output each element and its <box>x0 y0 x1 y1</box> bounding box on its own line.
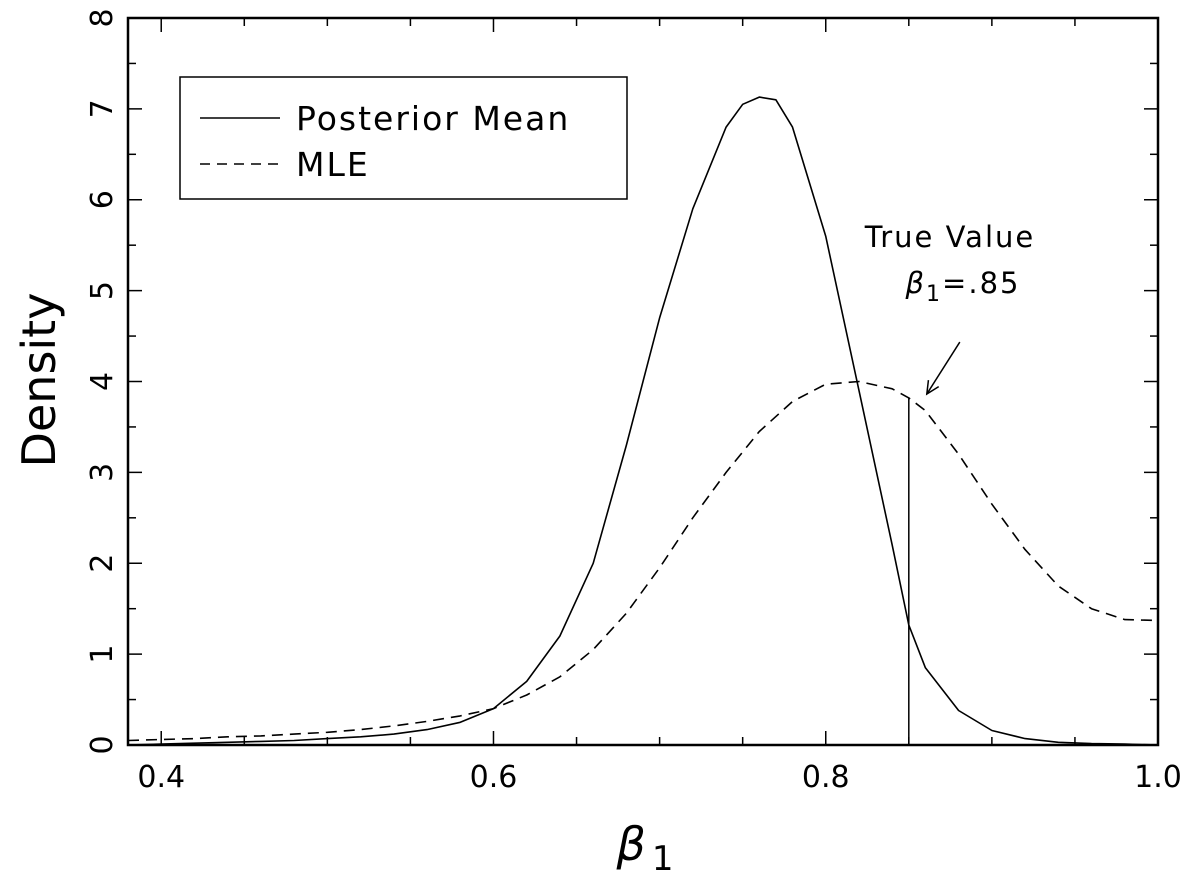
series-line-posterior-mean <box>127 96 1159 746</box>
annotation-beta-equals: =.85 <box>942 266 1020 300</box>
annotation-true-value: True Value <box>864 220 1035 254</box>
legend-box <box>179 76 628 200</box>
x-axis-symbol: β <box>616 817 646 871</box>
x-tick-label: 1.0 <box>1134 760 1182 795</box>
annotation-beta-value: β1=.85 <box>905 266 1021 307</box>
y-tick-label: 7 <box>85 99 120 118</box>
legend: Posterior Mean MLE <box>179 76 628 200</box>
x-tick-label: 0.4 <box>137 760 185 795</box>
y-tick-label: 6 <box>85 190 120 209</box>
y-tick-label: 8 <box>85 8 120 27</box>
series-line-mle <box>127 380 1159 742</box>
y-tick-label: 1 <box>85 645 120 664</box>
annotation-arrow-shaft <box>926 341 961 395</box>
y-tick-label: 4 <box>85 372 120 391</box>
x-axis-subscript: 1 <box>652 839 674 879</box>
x-tick-label: 0.8 <box>802 760 850 795</box>
annotation-arrow-head <box>925 380 940 396</box>
y-axis-title: Density <box>12 293 66 468</box>
y-tick-label: 0 <box>85 735 120 754</box>
x-tick-label: 0.6 <box>470 760 518 795</box>
annotation-arrow <box>925 341 961 396</box>
y-tick-label: 5 <box>85 281 120 300</box>
series-layer <box>127 96 1159 746</box>
annotation-beta-subscript: 1 <box>926 282 942 307</box>
plot-frame <box>126 16 1160 747</box>
legend-label-mle: MLE <box>296 145 370 184</box>
annotation-beta-symbol: β <box>905 266 927 300</box>
tick-labels: 0 1 2 3 4 5 6 7 8 0.4 0.6 0.8 1.0 <box>85 8 1182 795</box>
y-tick-label: 3 <box>85 463 120 482</box>
legend-label-posterior-mean: Posterior Mean <box>296 99 570 138</box>
y-tick-label: 2 <box>85 554 120 573</box>
